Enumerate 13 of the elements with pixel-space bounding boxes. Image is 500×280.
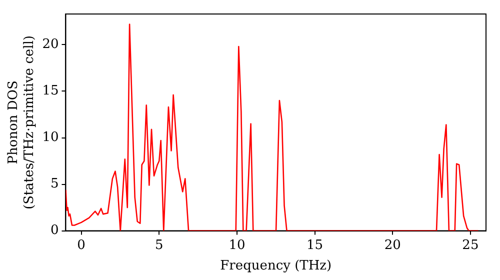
- x-tick-label: 5: [154, 238, 164, 253]
- y-tick-label: 0: [50, 223, 59, 238]
- y-tick-label: 5: [50, 176, 59, 192]
- x-tick-label: 25: [462, 238, 479, 253]
- y-axis-title: Phonon DOS (States/THz·primitive cell): [6, 35, 37, 210]
- x-axis-title: Frequency (THz): [220, 258, 332, 274]
- x-tick-label: 0: [77, 238, 86, 253]
- x-tick-label: 20: [384, 238, 401, 253]
- y-tick-label: 15: [42, 84, 59, 99]
- y-tick-label: 10: [42, 130, 59, 146]
- y-tick-label: 20: [42, 37, 59, 52]
- x-tick-label: 10: [228, 238, 246, 253]
- x-tick-label: 15: [306, 238, 324, 253]
